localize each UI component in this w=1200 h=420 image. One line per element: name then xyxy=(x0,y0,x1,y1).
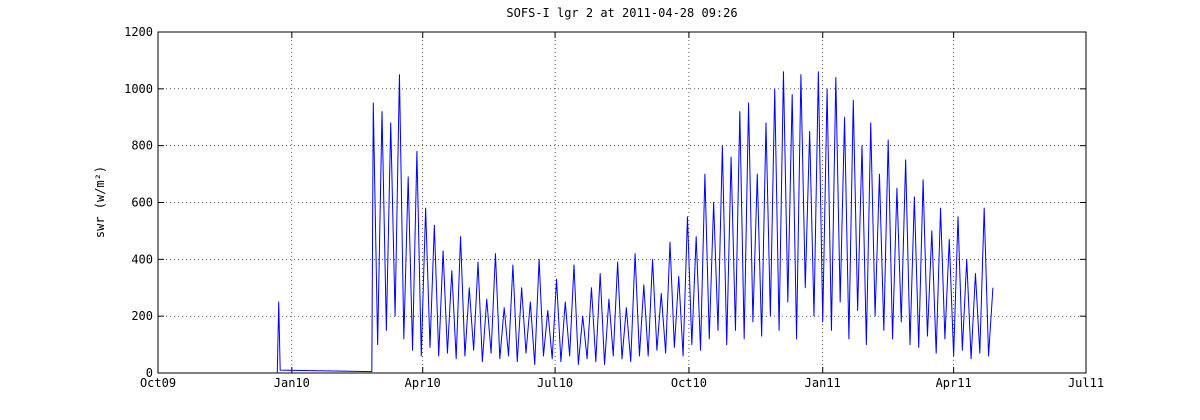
x-tick-label: Jul11 xyxy=(1068,376,1104,390)
y-tick-label: 1000 xyxy=(124,82,153,96)
y-tick-label: 400 xyxy=(131,252,153,266)
data-line xyxy=(276,71,994,374)
chart-title: SOFS-I lgr 2 at 2011-04-28 09:26 xyxy=(506,6,737,20)
x-tick-label: Apr11 xyxy=(936,376,972,390)
x-tick-label: Jan10 xyxy=(274,376,310,390)
y-tick-label: 200 xyxy=(131,309,153,323)
y-tick-label: 800 xyxy=(131,139,153,153)
x-tick-label: Oct09 xyxy=(140,376,176,390)
x-tick-label: Jan11 xyxy=(805,376,841,390)
x-tick-label: Jul10 xyxy=(537,376,573,390)
y-tick-label: 1200 xyxy=(124,25,153,39)
y-tick-label: 0 xyxy=(146,366,153,380)
x-tick-label: Apr10 xyxy=(405,376,441,390)
y-axis-label: swr (w/m²) xyxy=(93,166,107,238)
x-tick-label: Oct10 xyxy=(671,376,707,390)
y-tick-label: 600 xyxy=(131,196,153,210)
